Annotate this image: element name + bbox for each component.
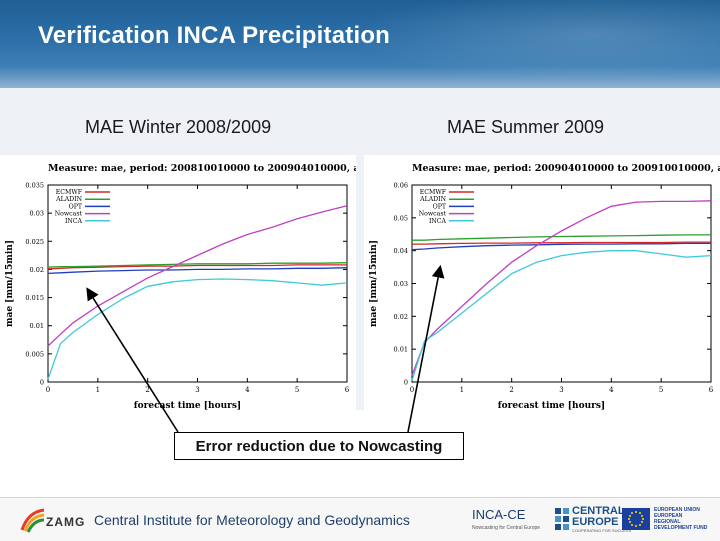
chart-winter: Measure: mae, period: 200810010000 to 20…: [0, 155, 356, 410]
y-tick-label: 0.02: [30, 266, 44, 274]
legend-label-ecmwf: ECMWF: [56, 189, 83, 196]
inca-ce-logo-text: INCA-CE: [472, 507, 526, 522]
eu-logo: EUROPEAN UNION EUROPEAN REGIONAL DEVELOPME…: [622, 504, 710, 536]
legend-label-inca: INCA: [65, 218, 83, 225]
x-axis-label: forecast time [hours]: [498, 401, 605, 410]
header: Verification INCA Precipitation: [0, 0, 720, 88]
x-tick-label: 2: [509, 386, 513, 394]
header-map-background: [300, 0, 720, 88]
y-tick-label: 0.005: [25, 350, 44, 358]
x-tick-label: 2: [145, 386, 149, 394]
x-tick-label: 6: [345, 386, 350, 394]
central-europe-mark-icon: [555, 508, 569, 530]
eu-flag-icon: [622, 508, 650, 530]
x-tick-label: 4: [245, 386, 250, 394]
eu-logo-text: EUROPEAN UNION EUROPEAN REGIONAL DEVELOPME…: [654, 507, 708, 531]
subtitle-summer: MAE Summer 2009: [447, 117, 605, 137]
legend-label-aladin: ALADIN: [419, 196, 446, 203]
y-tick-label: 0.02: [394, 313, 408, 321]
y-tick-label: 0: [40, 379, 44, 387]
chart-winter-svg: Measure: mae, period: 200810010000 to 20…: [5, 163, 356, 410]
legend-label-nowcast: Nowcast: [55, 211, 83, 218]
footer: ZAMG Central Institute for Meteorology a…: [0, 497, 720, 541]
x-tick-label: 3: [195, 386, 199, 394]
zamg-logo: ZAMG: [20, 506, 90, 534]
y-tick-label: 0.05: [394, 214, 408, 222]
y-tick-label: 0.04: [394, 247, 408, 255]
zamg-swoosh-icon: [20, 508, 45, 533]
chart-title: Measure: mae, period: 200810010000 to 20…: [48, 163, 356, 174]
y-tick-label: 0: [404, 379, 408, 387]
series-line-inca: [47, 278, 348, 380]
x-tick-label: 1: [460, 386, 464, 394]
series-line-opt: [411, 242, 711, 251]
central-europe-logo: CENTRAL EUROPE COOPERATING FOR SUCCESS: [554, 504, 631, 536]
chart-summer: Measure: mae, period: 200904010000 to 20…: [364, 155, 720, 410]
inca-ce-logo: INCA-CE Nowcasting for Central Europe: [472, 506, 550, 534]
x-tick-label: 5: [295, 386, 299, 394]
series-line-ecmwf: [47, 264, 347, 270]
chart-title: Measure: mae, period: 200904010000 to 20…: [412, 163, 720, 174]
institute-name: Central Institute for Meteorology and Ge…: [94, 512, 410, 528]
legend-label-ecmwf: ECMWF: [420, 189, 447, 196]
x-tick-label: 0: [410, 386, 414, 394]
y-tick-label: 0.025: [25, 238, 44, 246]
legend-label-inca: INCA: [429, 218, 447, 225]
y-tick-label: 0.01: [394, 346, 408, 354]
x-axis-label: forecast time [hours]: [134, 401, 241, 410]
series-line-inca: [411, 250, 712, 381]
y-tick-label: 0.01: [30, 322, 44, 330]
page-title: Verification INCA Precipitation: [38, 22, 391, 49]
series-line-aladin: [412, 234, 711, 241]
central-europe-logo-text: CENTRAL EUROPE: [572, 505, 625, 528]
legend-label-opt: OPT: [69, 203, 83, 210]
series-line-nowcast: [411, 200, 712, 376]
legend-label-aladin: ALADIN: [55, 196, 82, 203]
zamg-logo-text: ZAMG: [46, 515, 86, 529]
x-tick-label: 5: [659, 386, 663, 394]
y-tick-label: 0.035: [25, 182, 44, 190]
x-tick-label: 6: [709, 386, 714, 394]
y-tick-label: 0.06: [394, 182, 408, 190]
annotation-box: Error reduction due to Nowcasting: [174, 432, 464, 460]
y-axis-label: mae [mm/15min]: [5, 240, 15, 327]
series-line-ecmwf: [412, 241, 711, 245]
x-tick-label: 1: [96, 386, 100, 394]
series-line-aladin: [47, 262, 348, 268]
x-tick-label: 3: [559, 386, 563, 394]
series-line-opt: [47, 267, 348, 275]
x-tick-label: 0: [46, 386, 50, 394]
y-tick-label: 0.015: [25, 294, 44, 302]
y-axis-label: mae [mm/15min]: [369, 240, 379, 327]
y-tick-label: 0.03: [394, 280, 408, 288]
plot-frame: [411, 184, 712, 383]
x-tick-label: 4: [609, 386, 614, 394]
legend-label-nowcast: Nowcast: [419, 211, 447, 218]
legend-label-opt: OPT: [433, 203, 447, 210]
series-line-nowcast: [47, 205, 348, 347]
subtitle-winter: MAE Winter 2008/2009: [85, 117, 272, 137]
inca-ce-tagline: Nowcasting for Central Europe: [472, 525, 541, 531]
y-tick-label: 0.03: [30, 210, 44, 218]
chart-summer-svg: Measure: mae, period: 200904010000 to 20…: [369, 163, 720, 410]
central-europe-tagline: COOPERATING FOR SUCCESS: [572, 528, 632, 533]
